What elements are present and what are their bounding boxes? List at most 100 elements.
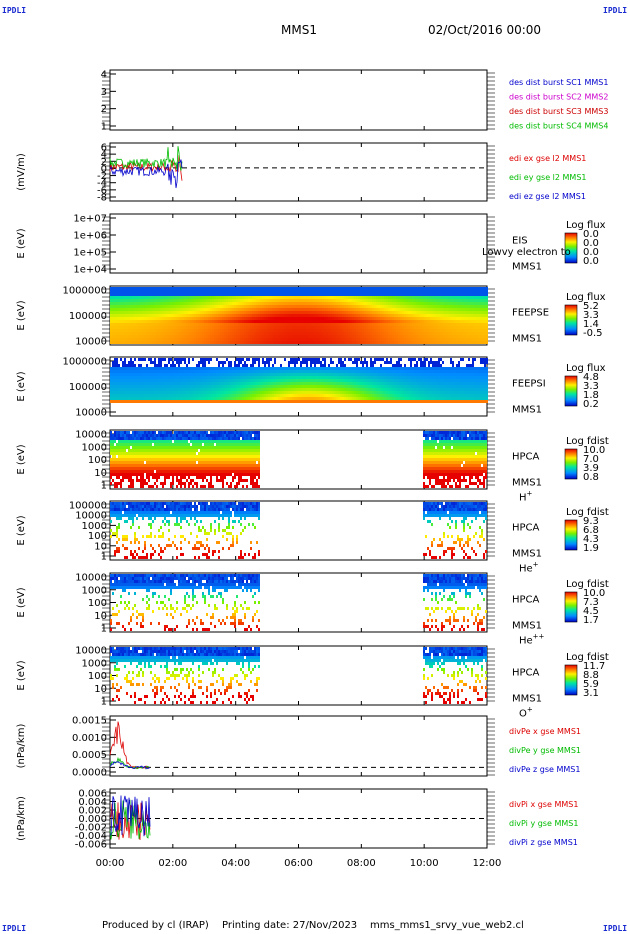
heatmap-cell	[356, 314, 358, 317]
heatmap-cell	[296, 299, 298, 302]
heatmap-cell	[330, 302, 332, 305]
heatmap-cell	[256, 382, 258, 385]
heatmap-cell	[224, 320, 226, 323]
heatmap-cell	[450, 338, 452, 341]
heatmap-cell	[374, 317, 376, 320]
heatmap-cell	[478, 341, 480, 344]
heatmap-cell	[248, 326, 250, 329]
heatmap-cell	[178, 308, 180, 311]
heatmap-cell	[200, 391, 202, 394]
heatmap-cell	[244, 311, 246, 314]
heatmap-cell	[130, 341, 132, 344]
heatmap-cell	[194, 373, 196, 376]
heatmap-cell	[264, 397, 266, 400]
heatmap-cell	[210, 379, 212, 382]
heatmap-cell	[134, 311, 136, 314]
heatmap-cell	[126, 317, 128, 320]
heatmap-cell	[180, 391, 182, 394]
heatmap-cell	[316, 305, 318, 308]
heatmap-cell	[148, 296, 150, 299]
heatmap-cell	[228, 311, 230, 314]
series-legend: des dist burst SC2 MMS2	[509, 93, 608, 102]
heatmap-cell	[212, 379, 214, 382]
heatmap-cell	[258, 290, 260, 293]
heatmap-cell	[338, 299, 340, 302]
heatmap-cell	[252, 385, 254, 388]
heatmap-cell	[230, 302, 232, 305]
heatmap-cell	[230, 320, 232, 323]
heatmap-cell	[198, 391, 200, 394]
heatmap-cell	[176, 299, 178, 302]
heatmap-cell	[478, 296, 480, 299]
heatmap-cell	[142, 394, 144, 397]
heatmap-cell	[288, 335, 290, 338]
heatmap-cell	[210, 385, 212, 388]
heatmap-cell	[298, 314, 300, 317]
heatmap-cell	[156, 332, 158, 335]
heatmap-cell	[206, 379, 208, 382]
heatmap-cell	[414, 311, 416, 314]
heatmap-cell	[406, 302, 408, 305]
heatmap-cell	[406, 293, 408, 296]
heatmap-cell	[206, 314, 208, 317]
heatmap-cell	[202, 317, 204, 320]
heatmap-cell	[436, 335, 438, 338]
heatmap-cell	[156, 335, 158, 338]
heatmap-cell	[120, 382, 122, 385]
heatmap-cell	[264, 364, 266, 367]
heatmap-cell	[392, 329, 394, 332]
heatmap-cell	[194, 317, 196, 320]
heatmap-cell	[400, 302, 402, 305]
heatmap-cell	[276, 299, 278, 302]
heatmap-cell	[280, 296, 282, 299]
heatmap-cell	[300, 332, 302, 335]
heatmap-cell	[224, 335, 226, 338]
heatmap-cell	[118, 397, 120, 400]
heatmap-cell	[336, 341, 338, 344]
heatmap-cell	[286, 302, 288, 305]
heatmap-cell	[176, 361, 178, 364]
heatmap-cell	[260, 341, 262, 344]
heatmap-cell	[154, 373, 156, 376]
heatmap-cell	[250, 320, 252, 323]
heatmap-cell	[296, 296, 298, 299]
heatmap-cell	[200, 373, 202, 376]
heatmap-cell	[382, 338, 384, 341]
heatmap-cell	[384, 314, 386, 317]
heatmap-cell	[454, 290, 456, 293]
heatmap-cell	[232, 326, 234, 329]
heatmap-cell	[282, 320, 284, 323]
heatmap-cell	[396, 314, 398, 317]
heatmap-cell	[252, 293, 254, 296]
heatmap-cell	[286, 332, 288, 335]
heatmap-cell	[182, 299, 184, 302]
heatmap-cell	[284, 290, 286, 293]
heatmap-cell	[460, 311, 462, 314]
heatmap-cell	[420, 335, 422, 338]
heatmap-cell	[156, 302, 158, 305]
heatmap-cell	[280, 335, 282, 338]
heatmap-cell	[178, 358, 180, 361]
heatmap-cell	[448, 317, 450, 320]
heatmap-cell	[432, 338, 434, 341]
heatmap-cell	[224, 332, 226, 335]
heatmap-cell	[448, 332, 450, 335]
heatmap-cell	[408, 311, 410, 314]
heatmap-cell	[400, 332, 402, 335]
heatmap-cell	[298, 332, 300, 335]
heatmap-cell	[156, 311, 158, 314]
heatmap-cell	[390, 314, 392, 317]
heatmap-cell	[198, 335, 200, 338]
heatmap-cell	[206, 400, 208, 403]
heatmap-cell	[446, 293, 448, 296]
heatmap-cell	[122, 308, 124, 311]
heatmap-cell	[478, 287, 480, 290]
heatmap-cell	[164, 293, 166, 296]
heatmap-cell	[438, 299, 440, 302]
heatmap-cell	[348, 290, 350, 293]
heatmap-cell	[404, 320, 406, 323]
heatmap-cell	[424, 287, 426, 290]
heatmap-cell	[414, 308, 416, 311]
heatmap-cell	[430, 341, 432, 344]
heatmap-cell	[478, 311, 480, 314]
